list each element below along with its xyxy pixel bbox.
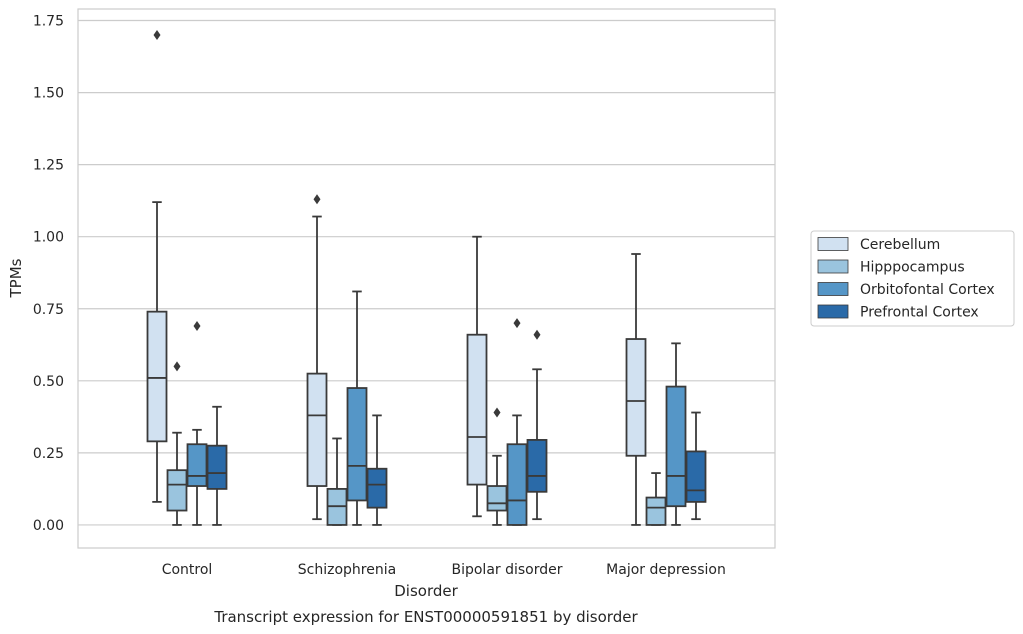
box-prefrontal-cortex — [206, 405, 228, 526]
box-rect — [645, 496, 667, 526]
box-orbitofontal-cortex — [665, 342, 687, 526]
y-axis-ticks: 0.00 0.25 0.50 0.75 1.00 1.25 1.50 1.75 — [33, 14, 64, 534]
box-cerebellum — [466, 235, 488, 518]
legend-label: Cerebellum — [860, 237, 940, 253]
box-prefrontal-cortex — [526, 329, 548, 521]
box-rect — [366, 467, 388, 509]
box-hipppocampus — [645, 472, 667, 526]
box-groups — [146, 29, 707, 526]
x-tick-label: Bipolar disorder — [451, 562, 562, 578]
chart-caption: Transcript expression for ENST0000059185… — [213, 608, 638, 626]
box-rect — [306, 372, 328, 487]
box-prefrontal-cortex — [366, 414, 388, 526]
box-orbitofontal-cortex — [346, 290, 368, 526]
outlier-marker — [313, 194, 321, 205]
outlier-marker — [533, 329, 541, 340]
outlier-marker — [173, 361, 181, 372]
x-axis-ticks: Control Schizophrenia Bipolar disorder Majo… — [162, 562, 726, 578]
box-rect — [346, 387, 368, 502]
x-tick-label: Schizophrenia — [298, 562, 396, 578]
y-tick-label: 1.50 — [33, 86, 64, 102]
box-hipppocampus — [326, 437, 348, 526]
legend-swatch — [817, 282, 849, 296]
outlier-marker — [153, 29, 161, 40]
legend-label: Hipppocampus — [860, 260, 965, 276]
box-rect — [506, 443, 528, 526]
y-tick-label: 0.50 — [33, 374, 64, 390]
box-cerebellum — [146, 29, 168, 503]
box-cerebellum — [625, 253, 647, 526]
legend-label: Orbitofontal Cortex — [860, 282, 995, 298]
box-rect — [186, 443, 208, 487]
box-hipppocampus — [166, 361, 188, 526]
box-rect — [526, 439, 548, 493]
box-rect — [466, 333, 488, 486]
y-tick-label: 0.00 — [33, 518, 64, 534]
y-tick-label: 0.75 — [33, 302, 64, 318]
legend-swatch — [817, 259, 849, 274]
box-orbitofontal-cortex — [186, 321, 208, 526]
outlier-marker — [513, 318, 521, 329]
box-cerebellum — [306, 194, 328, 521]
box-rect — [146, 310, 168, 443]
legend-swatch — [817, 237, 849, 251]
legend: Cerebellum Hipppocampus Orbitofontal Corte… — [810, 230, 1015, 327]
box-rect — [166, 469, 188, 512]
box-orbitofontal-cortex — [506, 318, 528, 526]
x-axis-label: Disorder — [394, 582, 458, 600]
x-tick-label: Major depression — [606, 562, 726, 578]
y-tick-label: 1.25 — [33, 158, 64, 174]
box-rect — [685, 450, 707, 503]
legend-swatch — [817, 304, 849, 319]
box-hipppocampus — [486, 407, 508, 526]
y-tick-label: 1.00 — [33, 230, 64, 246]
box-rect — [486, 485, 508, 512]
outlier-marker — [493, 407, 501, 418]
box-rect — [625, 338, 647, 457]
box-prefrontal-cortex — [685, 411, 707, 521]
x-tick-label: Control — [162, 562, 213, 578]
y-tick-label: 0.25 — [33, 446, 64, 462]
box-rect — [206, 444, 228, 490]
box-rect — [665, 385, 687, 508]
outlier-marker — [193, 321, 201, 332]
y-tick-label: 1.75 — [33, 14, 64, 30]
y-axis-label: TPMs — [7, 258, 25, 298]
legend-frame — [810, 230, 1015, 327]
legend-label: Prefrontal Cortex — [860, 305, 979, 321]
